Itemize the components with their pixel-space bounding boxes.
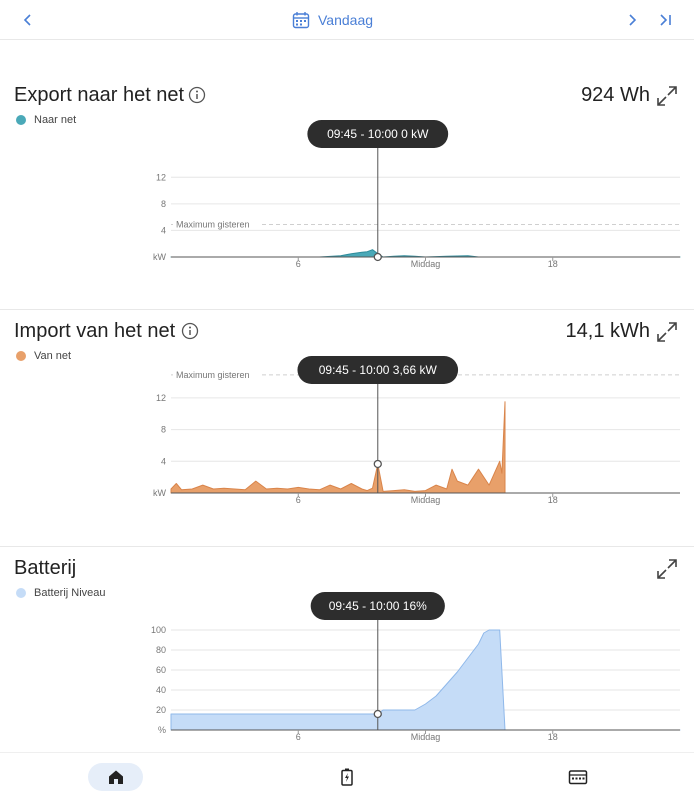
series-area [170, 249, 681, 258]
export-card: Export naar het net 924 Wh Naar net [0, 84, 694, 274]
legend-label: Batterij Niveau [34, 587, 106, 599]
import-total-value: 14,1 kWh [565, 320, 650, 342]
legend-swatch [16, 351, 26, 361]
y-tick-label: 80 [156, 645, 166, 655]
import-title: Import van het net [14, 320, 176, 342]
x-tick-label: 6 [296, 259, 301, 269]
date-navigation-bar: Vandaag [0, 0, 694, 40]
battery-card: Batterij Batterij Niveau [0, 557, 694, 747]
y-tick-label: 60 [156, 665, 166, 675]
x-tick-label: Middag [411, 732, 441, 742]
series-area [170, 629, 681, 731]
tooltip [297, 356, 459, 384]
legend-label: Naar net [34, 114, 77, 126]
import-chart[interactable]: kW 4 8 12 Maximum gisteren 6 Middag 18 09:45 - 1… [0, 352, 694, 522]
nav-battery[interactable] [332, 763, 362, 791]
export-total-value: 924 Wh [581, 84, 650, 106]
chevron-left-icon[interactable] [16, 8, 40, 32]
expand-icon[interactable] [656, 558, 678, 580]
battery-icon [341, 768, 353, 786]
cursor-marker [373, 459, 382, 469]
import-card: Import van het net 14,1 kWh Van net [0, 320, 694, 510]
tooltip-text: 09:45 - 10:00 16% [329, 599, 427, 613]
tooltip-text: 09:45 - 10:00 3,66 kW [319, 363, 438, 377]
reference-label-bg [173, 218, 261, 230]
x-tick-label: Middag [411, 495, 441, 505]
legend-swatch [16, 588, 26, 598]
y-tick-label: 20 [156, 705, 166, 715]
date-label: Vandaag [318, 12, 374, 28]
nav-home[interactable] [88, 763, 143, 791]
cursor-marker [373, 252, 382, 262]
y-tick-label: kW [153, 488, 167, 498]
date-picker[interactable]: Vandaag [292, 9, 373, 31]
export-chart[interactable]: kW 4 8 12 Maximum gisteren 6 Middag 18 09:45 - 1… [0, 116, 694, 286]
home-icon [108, 770, 123, 784]
y-tick-label: 4 [161, 456, 166, 466]
y-tick-label: 100 [151, 625, 166, 635]
export-legend: Naar net [16, 114, 76, 126]
reference-label: Maximum gisteren [176, 370, 250, 380]
info-icon[interactable] [188, 86, 206, 104]
legend-swatch [16, 115, 26, 125]
x-tick-label: 18 [548, 259, 558, 269]
reference-label-bg [173, 368, 261, 380]
battery-chart[interactable]: % 20 40 60 80 100 6 Middag 18 09:45 - 10:00 16% [0, 588, 694, 758]
x-tick-label: 18 [548, 495, 558, 505]
x-tick-label: Middag [411, 259, 441, 269]
y-tick-label: 12 [156, 393, 166, 403]
y-tick-label: 12 [156, 172, 166, 182]
import-legend: Van net [16, 350, 71, 362]
tooltip-text: 09:45 - 10:00 0 kW [327, 127, 429, 141]
y-tick-label: 40 [156, 685, 166, 695]
expand-icon[interactable] [656, 321, 678, 343]
meter-icon [568, 770, 588, 785]
y-tick-label: 4 [161, 225, 166, 235]
cursor-marker [373, 709, 382, 719]
calendar-icon [292, 12, 310, 29]
y-tick-label: kW [153, 252, 167, 262]
divider [0, 546, 694, 547]
info-icon[interactable] [181, 322, 199, 340]
reference-label: Maximum gisteren [176, 219, 250, 229]
nav-meter[interactable] [563, 763, 593, 791]
tooltip [310, 592, 445, 620]
legend-label: Van net [34, 350, 72, 362]
x-tick-label: 6 [296, 495, 301, 505]
battery-legend: Batterij Niveau [16, 587, 106, 599]
bottom-navigation [0, 752, 694, 800]
divider [0, 309, 694, 310]
export-title: Export naar het net [14, 84, 185, 106]
tooltip [307, 120, 449, 148]
expand-icon[interactable] [656, 85, 678, 107]
x-tick-label: 18 [548, 732, 558, 742]
skip-to-end-icon[interactable] [654, 8, 678, 32]
y-tick-label: 8 [161, 425, 166, 435]
battery-title: Batterij [14, 557, 77, 579]
x-tick-label: 6 [296, 732, 301, 742]
series-area [170, 401, 506, 494]
chevron-right-icon[interactable] [620, 8, 644, 32]
y-tick-label: 8 [161, 199, 166, 209]
y-tick-label: % [158, 725, 166, 735]
